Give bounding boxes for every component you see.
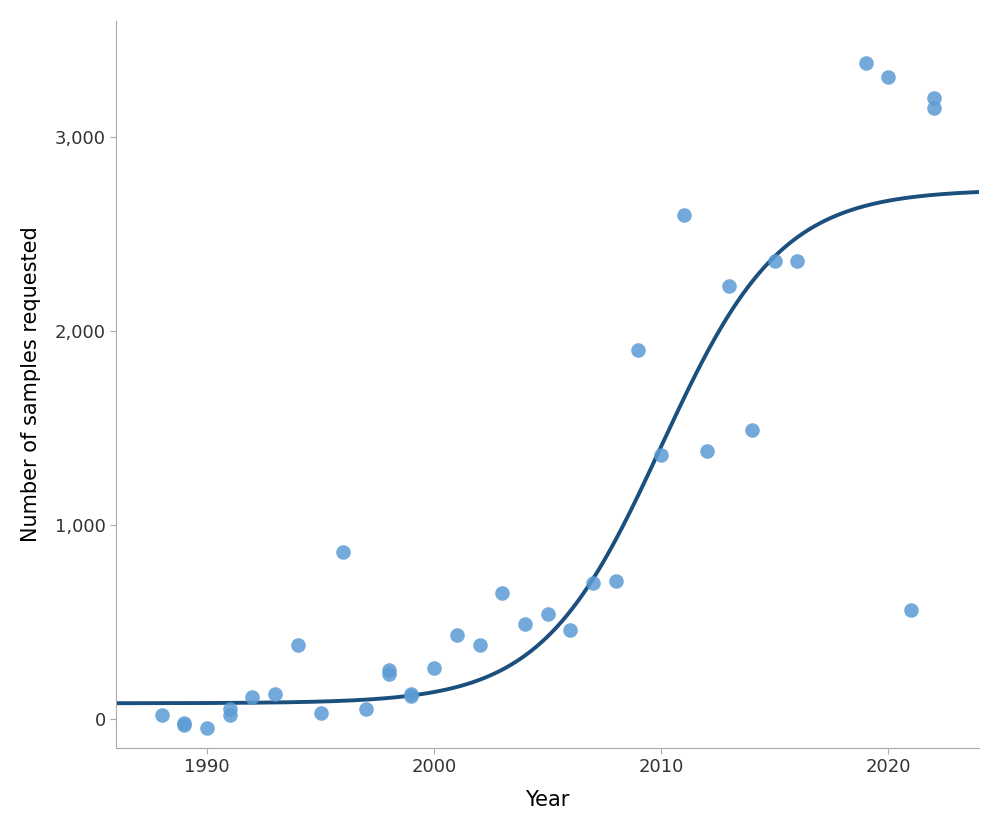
Point <box>222 708 238 721</box>
Point <box>608 574 624 588</box>
Point <box>517 617 533 631</box>
Point <box>154 708 170 721</box>
Point <box>176 718 192 731</box>
Point <box>494 586 510 599</box>
Point <box>199 722 215 735</box>
Y-axis label: Number of samples requested: Number of samples requested <box>21 227 41 542</box>
Point <box>540 607 556 621</box>
Point <box>903 603 919 617</box>
Point <box>562 623 578 637</box>
Point <box>472 638 488 652</box>
Point <box>403 687 419 701</box>
Point <box>222 702 238 715</box>
Point <box>676 208 692 221</box>
Point <box>403 689 419 702</box>
Point <box>267 687 283 701</box>
Point <box>313 706 329 720</box>
Point <box>926 91 942 105</box>
Point <box>381 664 397 677</box>
Point <box>926 101 942 115</box>
Point <box>880 71 896 84</box>
Point <box>699 445 715 458</box>
Point <box>449 629 465 642</box>
Point <box>767 254 783 268</box>
Point <box>744 423 760 436</box>
Point <box>721 280 737 293</box>
Point <box>335 545 351 558</box>
Point <box>653 449 669 462</box>
Point <box>244 691 260 704</box>
Point <box>630 344 646 357</box>
Point <box>858 57 874 70</box>
Point <box>789 254 805 268</box>
Point <box>585 577 601 590</box>
Point <box>358 702 374 715</box>
Point <box>290 638 306 652</box>
Point <box>426 661 442 675</box>
Point <box>176 716 192 730</box>
X-axis label: Year: Year <box>525 790 570 810</box>
Point <box>381 667 397 681</box>
